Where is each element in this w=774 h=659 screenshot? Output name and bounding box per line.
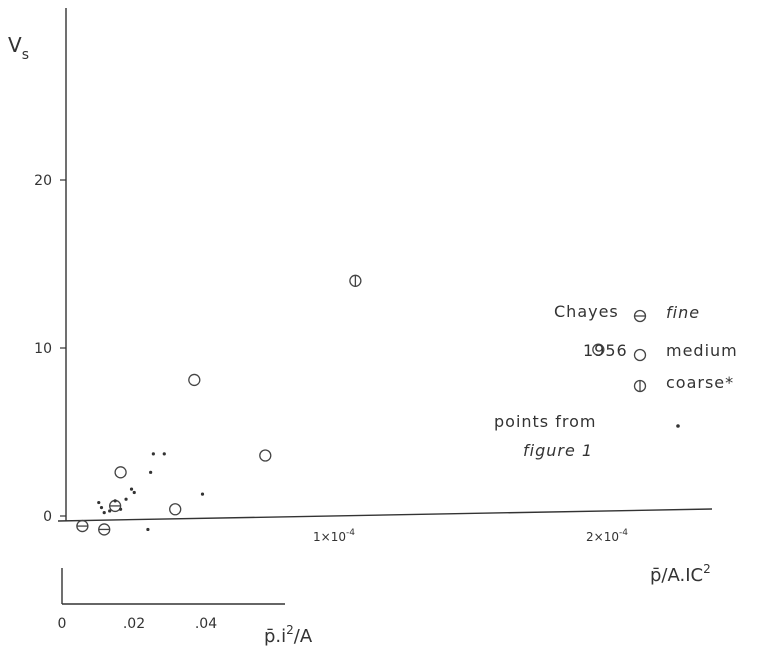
x-axis-primary-label: p̄/A.IC2 [650,562,711,586]
x-axis-secondary-label-tail: /A [294,626,313,647]
point-theta [98,523,111,536]
y-axis-label-sub: s [22,47,29,63]
legend-points-line2: figure 1 [523,441,593,460]
point-figure1 [149,470,153,474]
point-figure1 [113,499,117,503]
x-primary-tick-label: 1×10-4 [313,528,355,544]
x-ticks-primary: 1×10-4 2×10-4 [313,528,628,544]
y-tick-label: 10 [34,341,52,357]
point-circle [188,373,201,387]
legend: Chayes 1956 fine medium coarse* points f… [494,302,738,460]
x-axis-secondary-label-main: p̄.i [264,626,286,647]
point-circle [114,466,127,479]
y-tick-label: 20 [34,173,52,189]
x-axis-secondary-label: p̄.i2/A [264,623,313,647]
x-ticks-secondary: 0 .02 .04 [58,616,218,632]
point-figure1 [108,509,112,513]
legend-fine-symbol [633,309,647,323]
point-figure1 [132,490,136,495]
x-primary-tick-label: 2×10-4 [586,528,628,544]
point-circle [259,449,272,462]
x-secondary-tick-label: 0 [58,616,67,632]
point-figure1 [99,506,104,510]
x-axis-primary-label-main: p̄/A.IC [650,565,703,586]
legend-dot-symbol [676,424,680,428]
point-figure1 [124,497,128,501]
point-figure1 [162,452,166,456]
point-figure1 [146,527,150,532]
point-theta [76,519,89,533]
legend-points-line1: points from [494,412,596,431]
x-secondary-tick-label: .04 [195,616,217,632]
x-axis-secondary-label-sup: 2 [286,623,294,637]
data-points [76,274,605,536]
point-figure1 [129,487,134,491]
point-figure1 [97,500,101,505]
point-circle [592,343,605,356]
x-axis-line [57,508,713,522]
point-figure1 [119,507,123,511]
legend-group-line1: Chayes [554,302,619,321]
legend-medium-label: medium [666,341,738,360]
y-axis-label-main: V [8,33,22,57]
legend-coarse-label: coarse* [666,373,734,392]
point-figure1 [200,492,205,496]
point-phi [349,274,362,287]
y-ticks: 0 10 20 [34,173,66,525]
x-secondary-tick-label: .02 [123,616,145,632]
point-circle [169,503,182,516]
legend-group-line2: 1956 [583,341,628,360]
legend-coarse-symbol [633,379,647,393]
legend-fine-label: fine [666,303,700,322]
legend-medium-symbol [633,348,647,362]
point-figure1 [102,511,106,515]
y-axis-label: Vs [8,33,29,63]
y-tick-label: 0 [43,509,52,525]
x-axis-primary-label-sup: 2 [703,562,711,576]
point-figure1 [151,452,155,456]
